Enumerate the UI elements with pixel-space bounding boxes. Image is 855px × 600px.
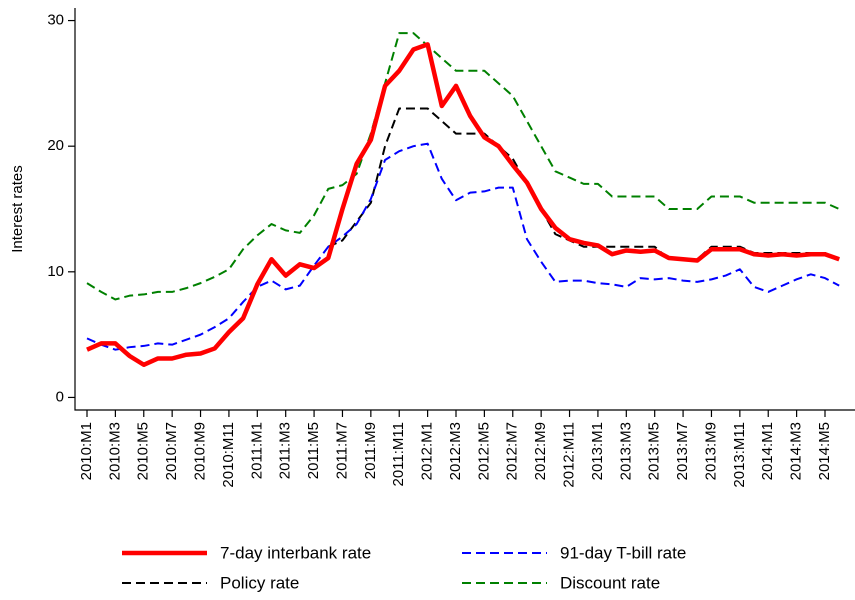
series-line xyxy=(86,142,840,351)
x-tick-label: 2010:M3 xyxy=(106,422,123,480)
x-tick-label: 2012:M5 xyxy=(475,422,492,480)
x-tick-label: 2013:M5 xyxy=(646,422,663,480)
x-tick-label: 2014:M1 xyxy=(759,422,776,480)
axes xyxy=(74,8,855,411)
legend-label: Policy rate xyxy=(220,573,299,592)
x-tick-label: 2013:M7 xyxy=(674,422,691,480)
x-tick-label: 2013:M9 xyxy=(702,422,719,480)
y-tick-label: 0 xyxy=(56,388,64,405)
y-tick-label: 10 xyxy=(47,263,64,280)
x-tick-label: 2014:M5 xyxy=(816,422,833,480)
x-tick-label: 2012:M3 xyxy=(447,422,464,480)
x-tick-label: 2010:M1 xyxy=(78,422,95,480)
x-tick-label: 2011:M7 xyxy=(333,422,350,479)
series-line xyxy=(86,42,840,368)
x-tick-label: 2010:M7 xyxy=(163,422,180,480)
x-tick-label: 2012:M7 xyxy=(504,422,521,480)
x-tick-label: 2010:M11 xyxy=(220,422,237,488)
y-axis-label: Interest rates xyxy=(9,165,26,253)
y-tick-label: 20 xyxy=(47,137,64,154)
x-tick-label: 2011:M9 xyxy=(362,422,379,479)
x-tick-label: 2010:M9 xyxy=(192,422,209,480)
x-tick-label: 2013:M3 xyxy=(617,422,634,480)
series-line xyxy=(86,32,840,301)
x-tick-label: 2012:M1 xyxy=(419,422,436,480)
x-tick-label: 2011:M1 xyxy=(248,422,265,479)
x-tick-label: 2010:M5 xyxy=(135,422,152,480)
legend-label: Discount rate xyxy=(560,573,660,592)
x-tick-label: 2014:M3 xyxy=(788,422,805,480)
x-tick-label: 2011:M5 xyxy=(305,422,322,479)
legend-label: 7-day interbank rate xyxy=(220,543,371,562)
x-tick-label: 2011:M3 xyxy=(277,422,294,479)
legend-label: 91-day T-bill rate xyxy=(560,543,686,562)
x-tick-label: 2012:M9 xyxy=(532,422,549,480)
x-tick-label: 2013:M1 xyxy=(589,422,606,480)
x-tick-label: 2013:M11 xyxy=(731,422,748,488)
x-tick-label: 2012:M11 xyxy=(561,422,578,488)
x-tick-label: 2011:M11 xyxy=(390,422,407,487)
y-tick-label: 30 xyxy=(47,12,64,29)
